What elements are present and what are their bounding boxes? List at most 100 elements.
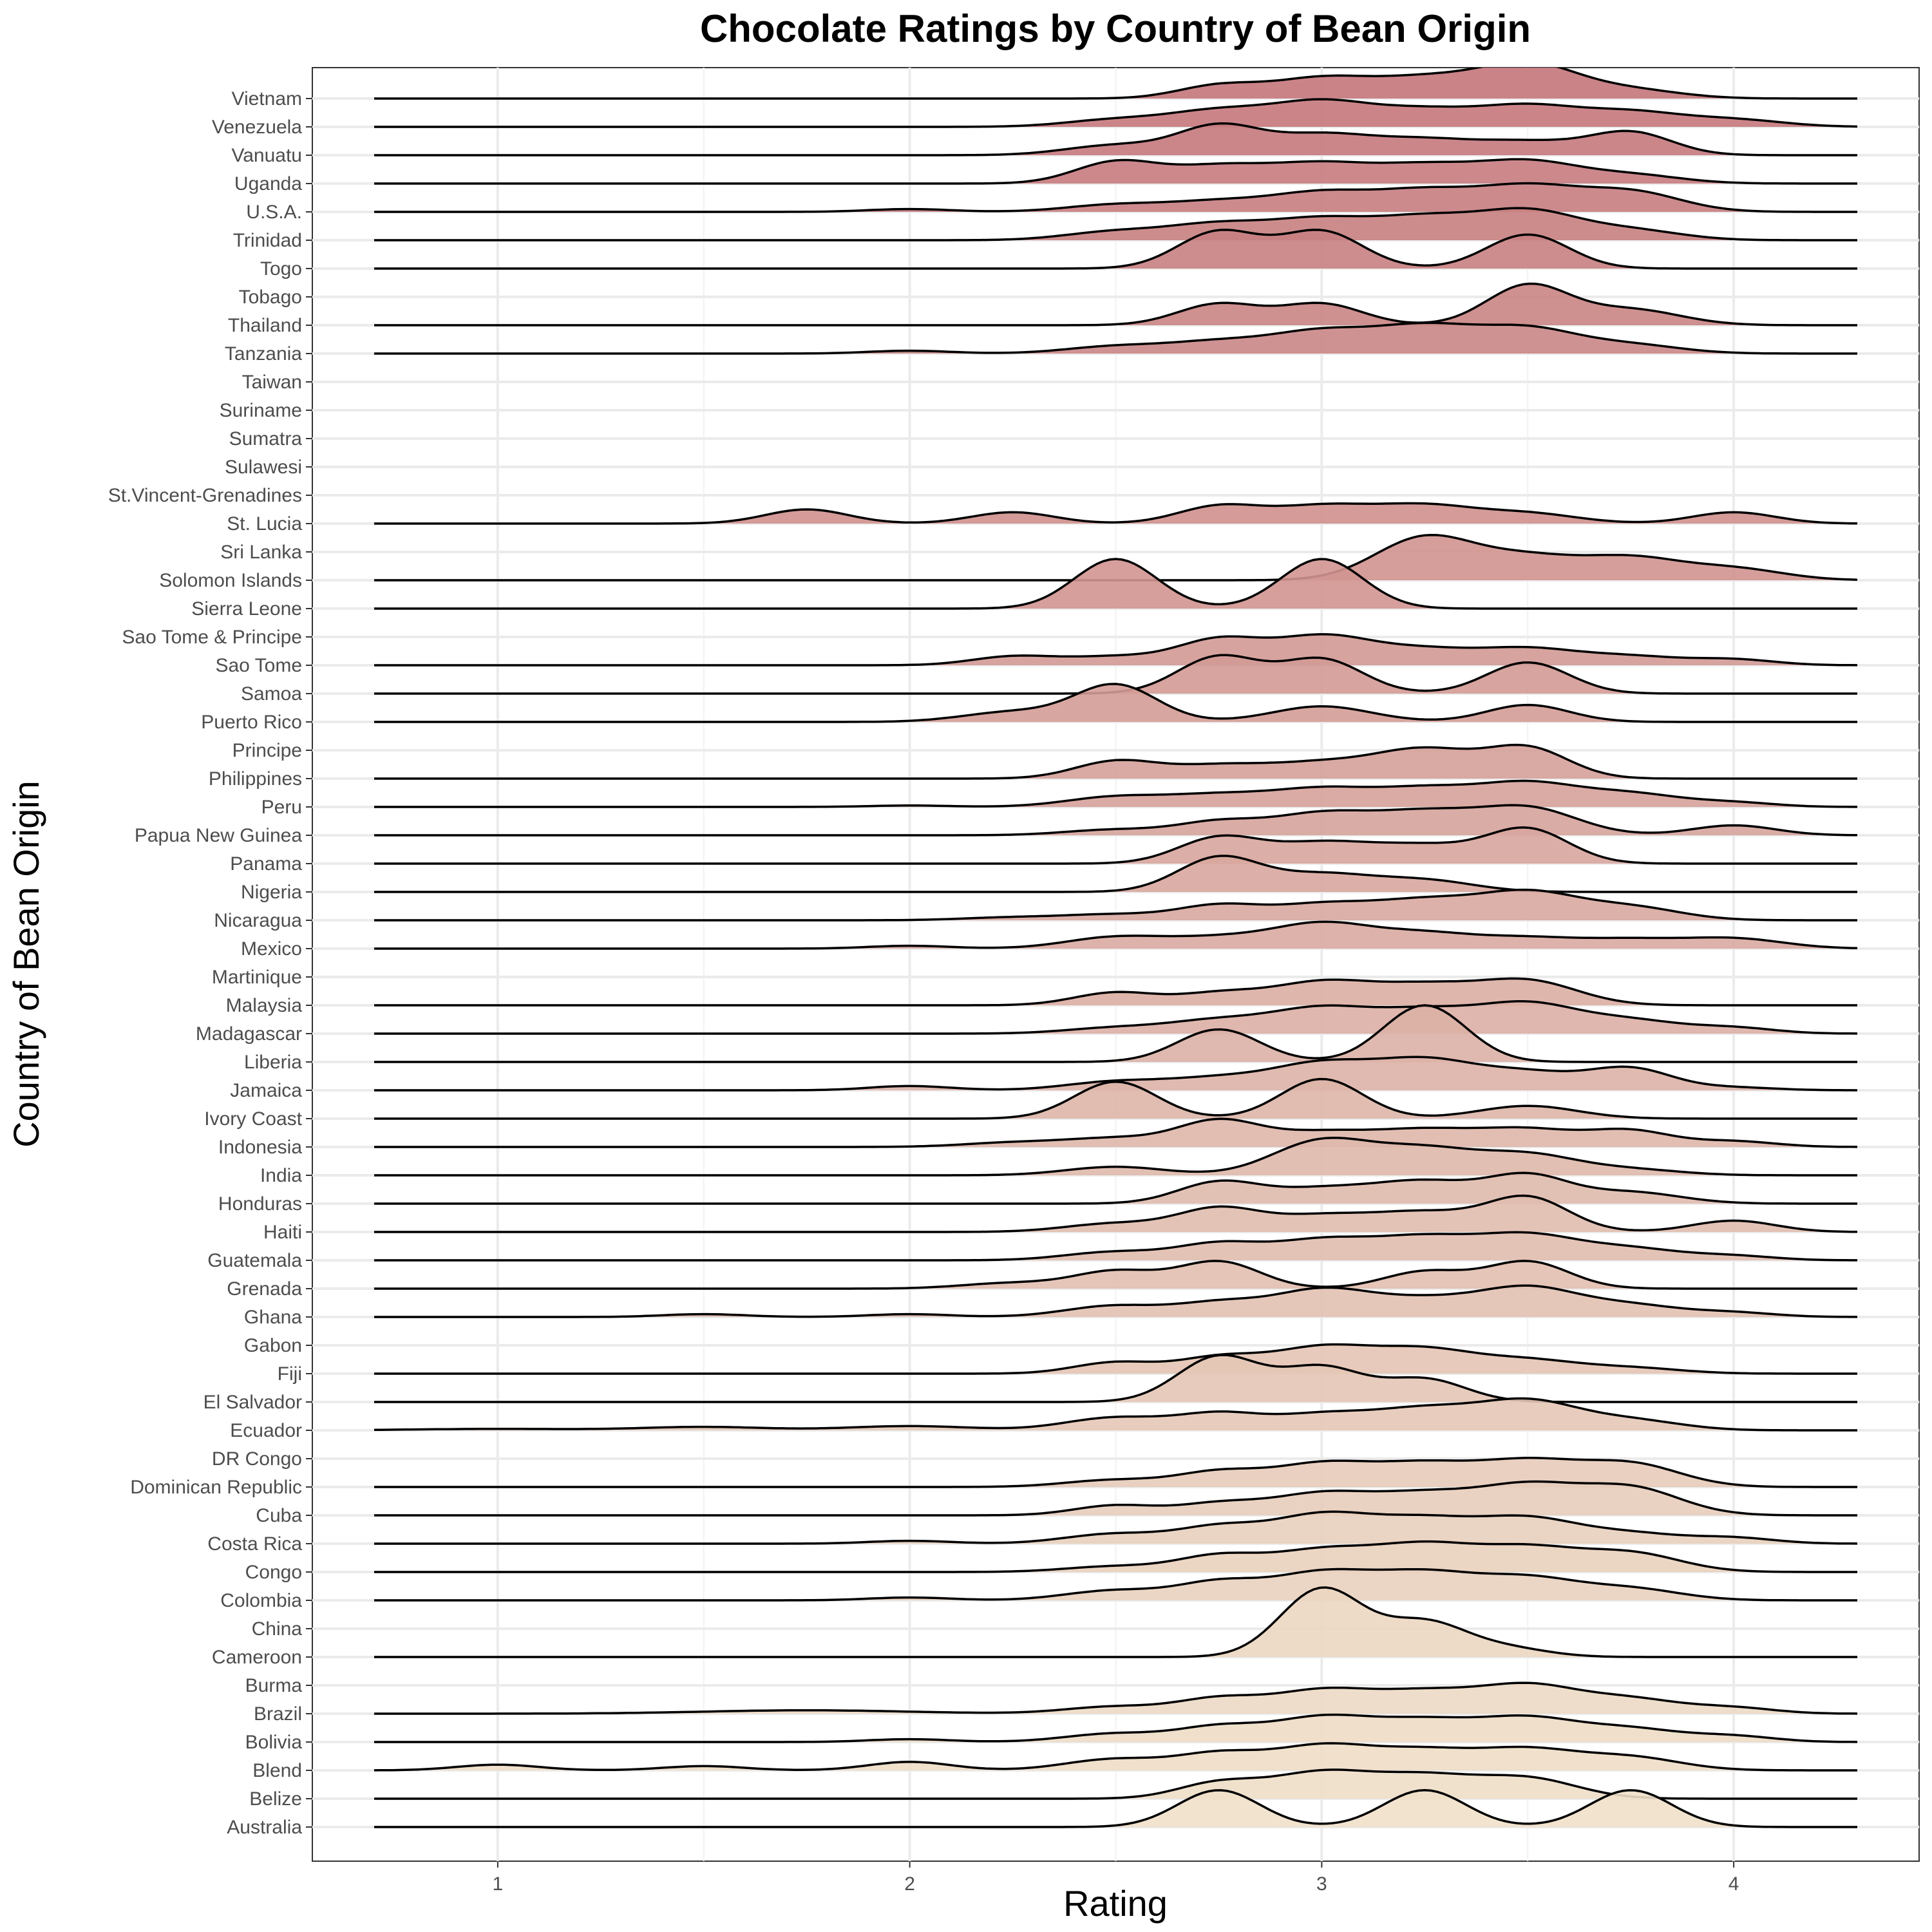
density-outline (374, 68, 1857, 100)
y-tick-label: Guatemala (207, 1250, 302, 1271)
density-area (374, 208, 1857, 240)
chart-title: Chocolate Ratings by Country of Bean Ori… (700, 7, 1531, 50)
density-area (374, 1457, 1857, 1487)
y-tick-label: Tanzania (225, 343, 302, 365)
density-outline (374, 779, 1857, 808)
y-tick-label: Malaysia (226, 995, 303, 1016)
y-tick-label: Sierra Leone (191, 598, 302, 620)
density-outline (374, 826, 1857, 865)
density-area (374, 1001, 1857, 1034)
density-outline (374, 558, 1857, 610)
x-tick-label: 3 (1316, 1873, 1327, 1895)
y-tick-label: Tobago (239, 287, 302, 308)
density-outline (374, 1194, 1858, 1233)
density-area (374, 183, 1857, 212)
y-tick-label: Grenada (227, 1278, 302, 1300)
density-outline (374, 888, 1857, 922)
y-tick-label: Bolivia (245, 1732, 303, 1753)
density-area (374, 1005, 1857, 1062)
density-outline (374, 1567, 1857, 1602)
density-outline (374, 1171, 1857, 1205)
density-outline (374, 1789, 1857, 1828)
density-outline (374, 158, 1857, 185)
density-outline (374, 122, 1857, 156)
y-tick-label: Blend (252, 1760, 302, 1781)
y-tick-label: Sulawesi (225, 457, 302, 478)
density-area (374, 922, 1857, 949)
y-tick-label: Ghana (244, 1307, 302, 1328)
y-tick-label: Liberia (244, 1052, 302, 1073)
density-area (374, 1173, 1857, 1204)
y-tick-label: Gabon (244, 1335, 302, 1356)
density-outline (374, 855, 1857, 893)
density-area (374, 559, 1857, 609)
y-tick-label: Philippines (209, 768, 302, 790)
density-outline (374, 1000, 1858, 1035)
y-tick-label: Dominican Republic (130, 1477, 302, 1498)
density-outline (374, 1681, 1858, 1715)
density-outline (374, 1231, 1857, 1262)
y-tick-label: Trinidad (233, 230, 302, 251)
y-tick-label: Sao Tome & Principe (122, 627, 302, 648)
y-tick-label: Papua New Guinea (135, 825, 302, 846)
x-tick-label: 2 (904, 1873, 915, 1895)
density-outline (374, 1713, 1858, 1743)
y-tick-label: Sao Tome (215, 655, 302, 676)
y-tick-label: Jamaica (230, 1080, 302, 1101)
density-area (374, 1714, 1857, 1742)
y-tick-label: Honduras (218, 1193, 302, 1215)
density-outline (374, 743, 1857, 780)
density-area (374, 229, 1857, 269)
density-area (374, 1770, 1857, 1799)
density-area (374, 1790, 1857, 1827)
density-outline (374, 207, 1857, 242)
y-tick-label: Brazil (254, 1703, 302, 1725)
y-tick-label: Mexico (241, 938, 302, 960)
density-outline (374, 182, 1857, 213)
density-area (374, 68, 1857, 99)
y-tick-label: Vietnam (231, 88, 302, 109)
density-area (374, 1119, 1857, 1147)
y-tick-label: St.Vincent-Grenadines (108, 485, 302, 506)
y-axis-title: Country of Bean Origin (6, 781, 46, 1148)
density-area (374, 1541, 1857, 1572)
density-outline (374, 1260, 1857, 1290)
y-tick-label: Solomon Islands (159, 570, 302, 591)
y-tick-label: Fiji (278, 1363, 302, 1385)
density-outline (374, 1354, 1857, 1403)
y-tick-label: Ivory Coast (204, 1108, 302, 1130)
density-area (374, 1195, 1857, 1232)
y-tick-label: India (260, 1165, 302, 1186)
density-outline (374, 1056, 1858, 1092)
density-outline (374, 1077, 1857, 1120)
density-outline (374, 502, 1858, 525)
density-area (374, 1569, 1857, 1600)
y-tick-label: Panama (230, 853, 302, 875)
y-tick-label: Costa Rica (207, 1533, 302, 1555)
density-outline (374, 229, 1857, 270)
y-tick-label: Suriname (220, 400, 302, 421)
y-tick-label: U.S.A. (246, 202, 302, 223)
y-tick-label: Venezuela (212, 117, 302, 138)
x-axis-labels: 1 2 3 4 (493, 1861, 1739, 1895)
density-area (374, 781, 1857, 807)
density-outline (374, 1343, 1857, 1375)
density-area (374, 744, 1857, 779)
y-tick-label: Sumatra (229, 428, 303, 450)
density-outline (374, 1586, 1857, 1658)
y-axis-labels: Australia Belize Blend Bolivia Brazil Burma Ca… (108, 88, 312, 1838)
y-tick-label: Vanuatu (231, 145, 302, 166)
density-outline (374, 920, 1858, 950)
density-area (374, 1511, 1857, 1544)
y-tick-label: Nicaragua (214, 910, 302, 931)
density-area (374, 827, 1857, 864)
density-outline (374, 1457, 1857, 1488)
density-outline (374, 1137, 1857, 1177)
density-outline (374, 977, 1857, 1007)
y-tick-label: Peru (261, 797, 302, 818)
y-tick-label: Burma (245, 1675, 303, 1696)
density-outline (374, 282, 1857, 327)
density-outline (374, 321, 1857, 355)
y-tick-label: Nigeria (241, 882, 302, 903)
